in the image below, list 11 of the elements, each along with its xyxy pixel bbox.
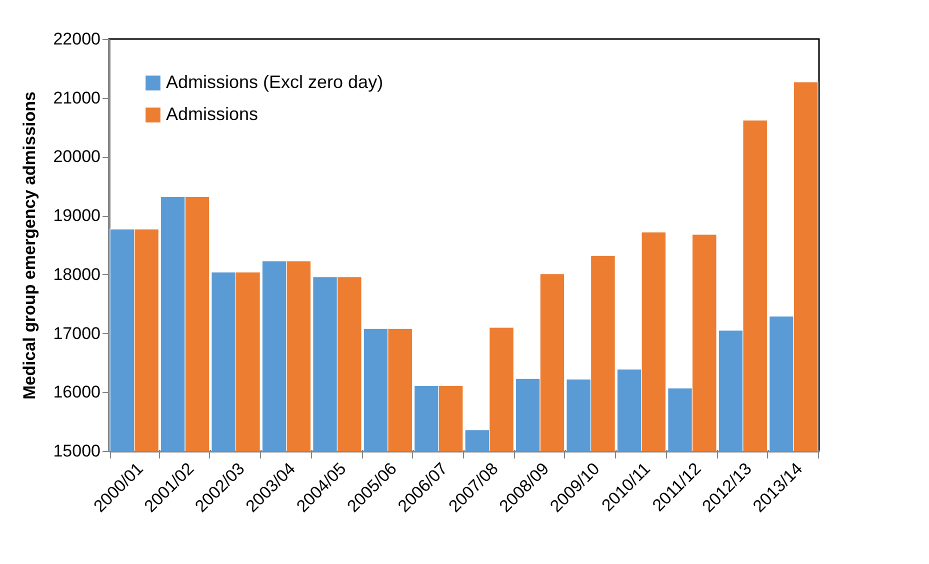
y-tick-label: 20000 (53, 147, 100, 166)
y-tick-label: 17000 (53, 324, 100, 343)
y-tick-label: 21000 (53, 88, 100, 108)
legend-label: Admissions (166, 104, 258, 124)
y-tick-label: 15000 (53, 442, 100, 460)
legend-label: Admissions (Excl zero day) (166, 72, 384, 92)
y-tick-label: 19000 (53, 206, 100, 226)
y-tick-label: 16000 (53, 382, 100, 402)
y-tick-label: 22000 (53, 30, 100, 48)
y-tick-label: 18000 (53, 264, 100, 284)
y-axis-title: Medical group emergency admissions (20, 92, 40, 400)
